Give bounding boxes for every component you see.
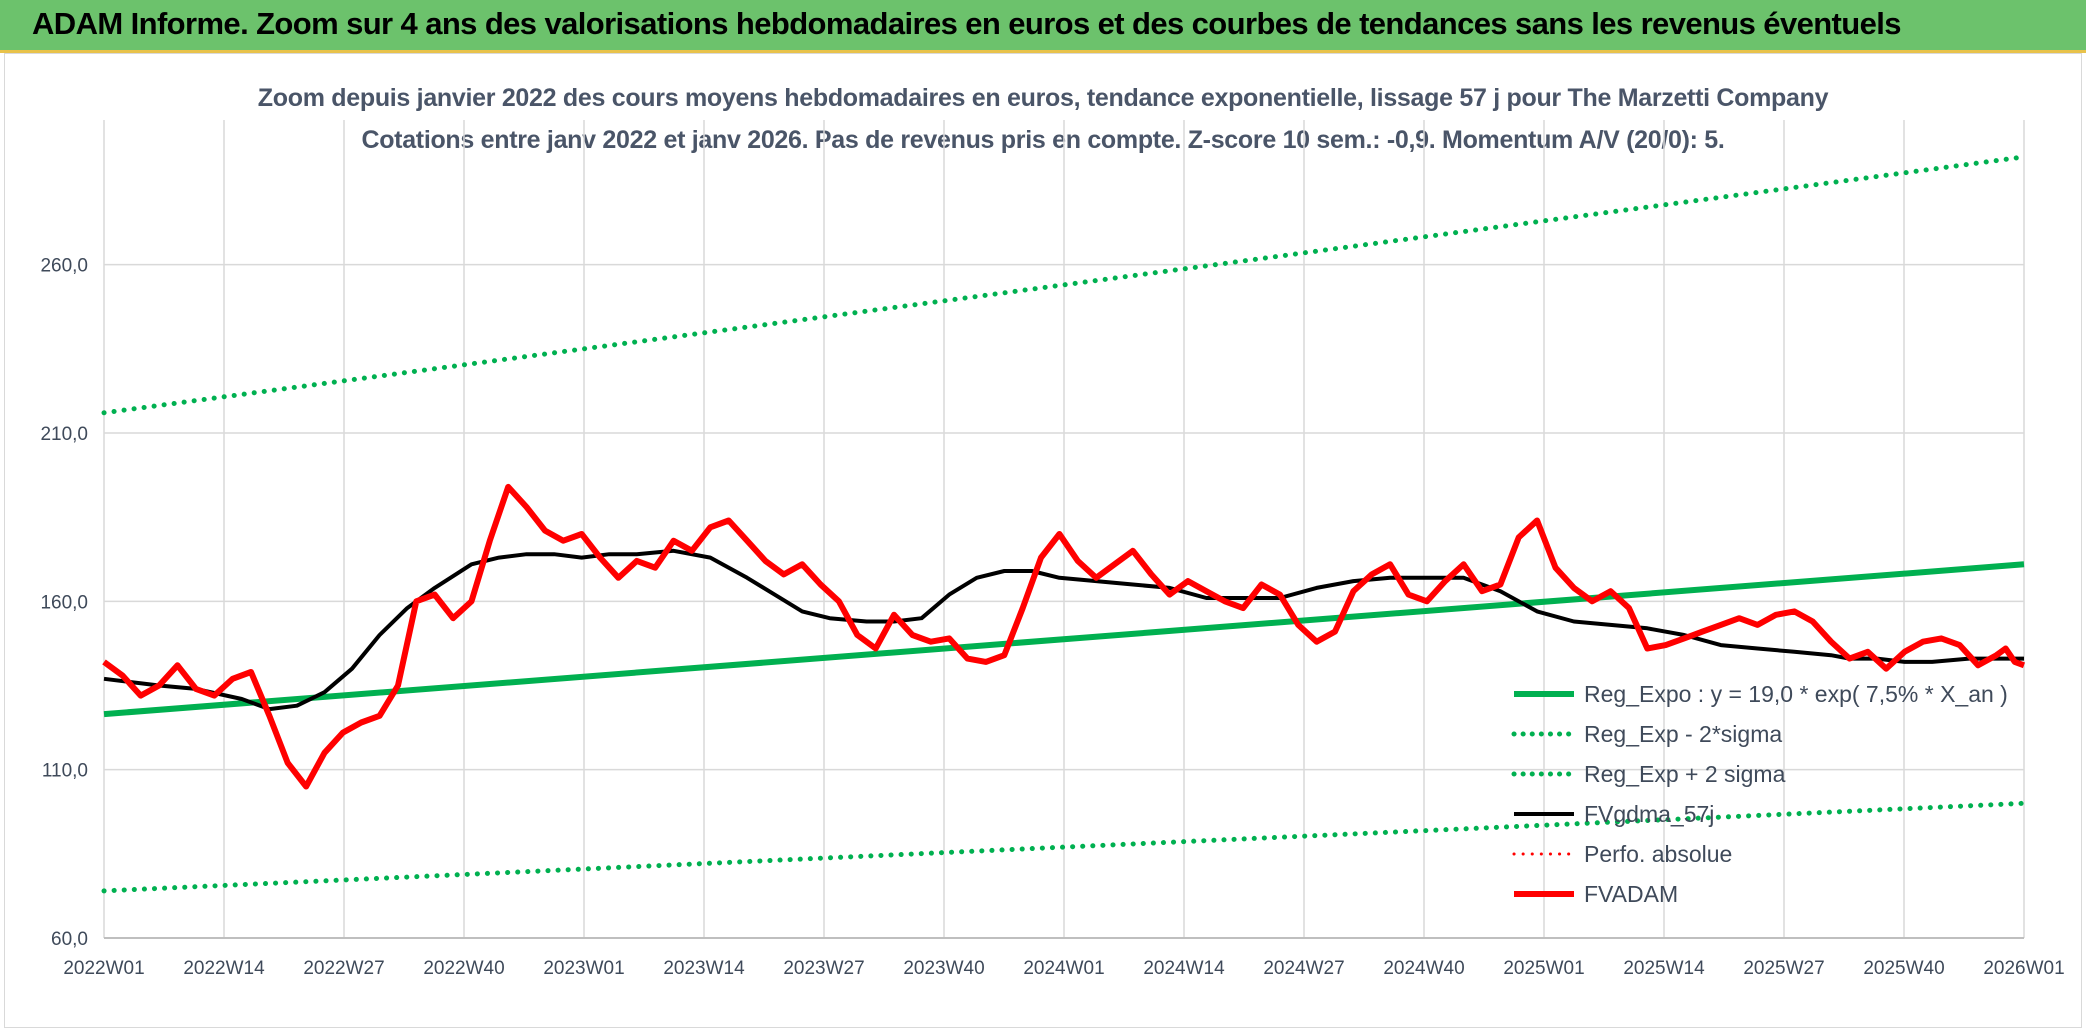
x-tick-label: 2022W27 [303, 958, 384, 979]
legend-label: FVgdma_57j [1584, 801, 1714, 827]
legend-label: Reg_Exp - 2*sigma [1584, 721, 1782, 747]
report-header-bar: ADAM Informe. Zoom sur 4 ans des valoris… [0, 0, 2086, 53]
x-tick-label: 2025W40 [1863, 958, 1944, 979]
series-line-reg-exp-2-sigma [101, 800, 2027, 894]
y-tick-label: 160,0 [40, 592, 88, 613]
x-tick-label: 2025W01 [1503, 958, 1584, 979]
x-tick-label: 2022W01 [63, 958, 144, 979]
chart-frame [4, 53, 2082, 1028]
legend-label: Reg_Expo : y = 19,0 * exp( 7,5% * X_an ) [1584, 681, 2008, 707]
axes: 60,0 110,0 160,0 210,0 260,0 2022W01 2022W14 20… [40, 256, 2064, 979]
series-line-reg-exp-2-sigma [101, 154, 2027, 416]
x-tick-label: 2023W14 [663, 958, 745, 979]
y-tick-label: 60,0 [51, 929, 88, 950]
grid [103, 120, 2025, 939]
y-tick-label: 210,0 [40, 424, 88, 445]
x-tick-label: 2023W40 [903, 958, 984, 979]
x-tick-label: 2023W27 [783, 958, 864, 979]
x-tick-label: 2024W01 [1023, 958, 1104, 979]
series-line-fvadam [102, 483, 2026, 790]
x-tick-label: 2023W01 [543, 958, 624, 979]
chart-subtitle: Cotations entre janv 2022 et janv 2026. … [361, 126, 1725, 154]
x-tick-label: 2022W14 [183, 958, 265, 979]
legend-label: Reg_Exp + 2 sigma [1584, 761, 1786, 787]
series-line-fvgdma-57j [103, 548, 2024, 712]
chart-title: Zoom depuis janvier 2022 des cours moyen… [257, 84, 1829, 112]
x-tick-label: 2024W27 [1263, 958, 1344, 979]
x-tick-label: 2022W40 [423, 958, 504, 979]
legend-label: Perfo. absolue [1584, 841, 1732, 867]
legend: Reg_Expo : y = 19,0 * exp( 7,5% * X_an )… [1511, 681, 2008, 907]
x-tick-label: 2025W27 [1743, 958, 1824, 979]
x-tick-label: 2024W40 [1383, 958, 1464, 979]
legend-label: FVADAM [1584, 881, 1678, 907]
report-title: ADAM Informe. Zoom sur 4 ans des valoris… [32, 6, 1902, 41]
x-tick-label: 2024W14 [1143, 958, 1225, 979]
x-tick-label: 2025W14 [1623, 958, 1705, 979]
y-tick-label: 110,0 [42, 761, 88, 782]
x-tick-label: 2026W01 [1983, 958, 2064, 979]
series-line-reg-expo-y-19-0-exp-7-5-x-an [103, 561, 2025, 718]
y-tick-label: 260,0 [40, 256, 88, 277]
series-layer [101, 154, 2027, 894]
